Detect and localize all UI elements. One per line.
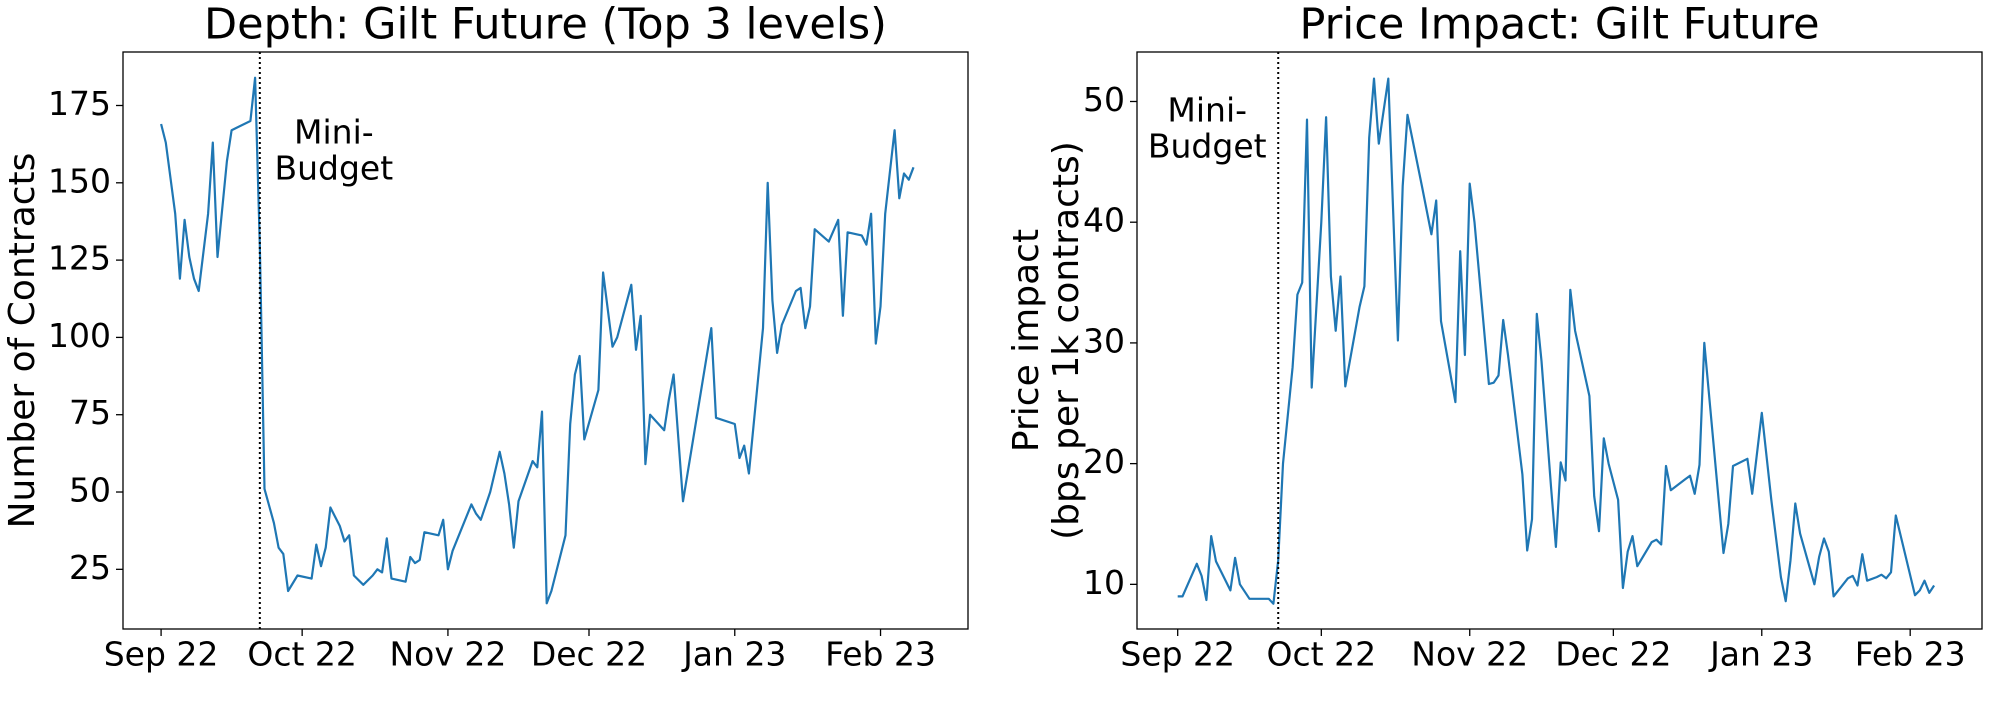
x-tick-label: Nov 22 (389, 635, 506, 674)
y-tick-label: 100 (48, 316, 111, 355)
x-tick-label: Oct 22 (1267, 635, 1377, 674)
y-tick-label: 75 (69, 393, 111, 432)
y-tick-label: 25 (69, 548, 111, 587)
y-axis-label: Number of Contracts (2, 153, 43, 529)
x-tick-label: Dec 22 (1555, 635, 1671, 674)
y-tick-label: 10 (1083, 563, 1125, 602)
annotation: Mini- (1167, 91, 1247, 130)
chart-title: Price Impact: Gilt Future (1299, 0, 1819, 50)
y-tick-label: 125 (48, 239, 111, 278)
x-tick-label: Sep 22 (104, 635, 219, 674)
x-tick-label: Nov 22 (1411, 635, 1528, 674)
annotation: Budget (274, 149, 393, 188)
y-tick-label: 40 (1083, 201, 1125, 240)
y-tick-label: 20 (1083, 442, 1125, 481)
plot-frame (1136, 51, 1983, 630)
chart-title: Depth: Gilt Future (Top 3 levels) (204, 0, 887, 50)
data-line (160, 76, 915, 605)
y-tick-label: 150 (48, 161, 111, 200)
y-tick-label: 175 (48, 84, 111, 123)
x-tick-label: Feb 23 (825, 635, 936, 674)
annotation: Mini- (294, 113, 374, 152)
x-tick-label: Dec 22 (531, 635, 647, 674)
x-tick-label: Sep 22 (1120, 635, 1235, 674)
y-tick-label: 50 (69, 471, 111, 510)
x-tick-label: Jan 23 (681, 635, 786, 674)
y-tick-label: 30 (1083, 321, 1125, 360)
plot-frame (122, 51, 969, 630)
y-axis-label: (bps per 1k contracts) (1046, 141, 1087, 540)
annotation: Budget (1148, 127, 1267, 166)
data-line (1177, 77, 1936, 605)
y-tick-label: 50 (1083, 80, 1125, 119)
x-tick-label: Jan 23 (1708, 635, 1813, 674)
x-tick-label: Oct 22 (247, 635, 357, 674)
y-axis-label: Price impact (1006, 229, 1047, 452)
x-tick-label: Feb 23 (1855, 635, 1966, 674)
